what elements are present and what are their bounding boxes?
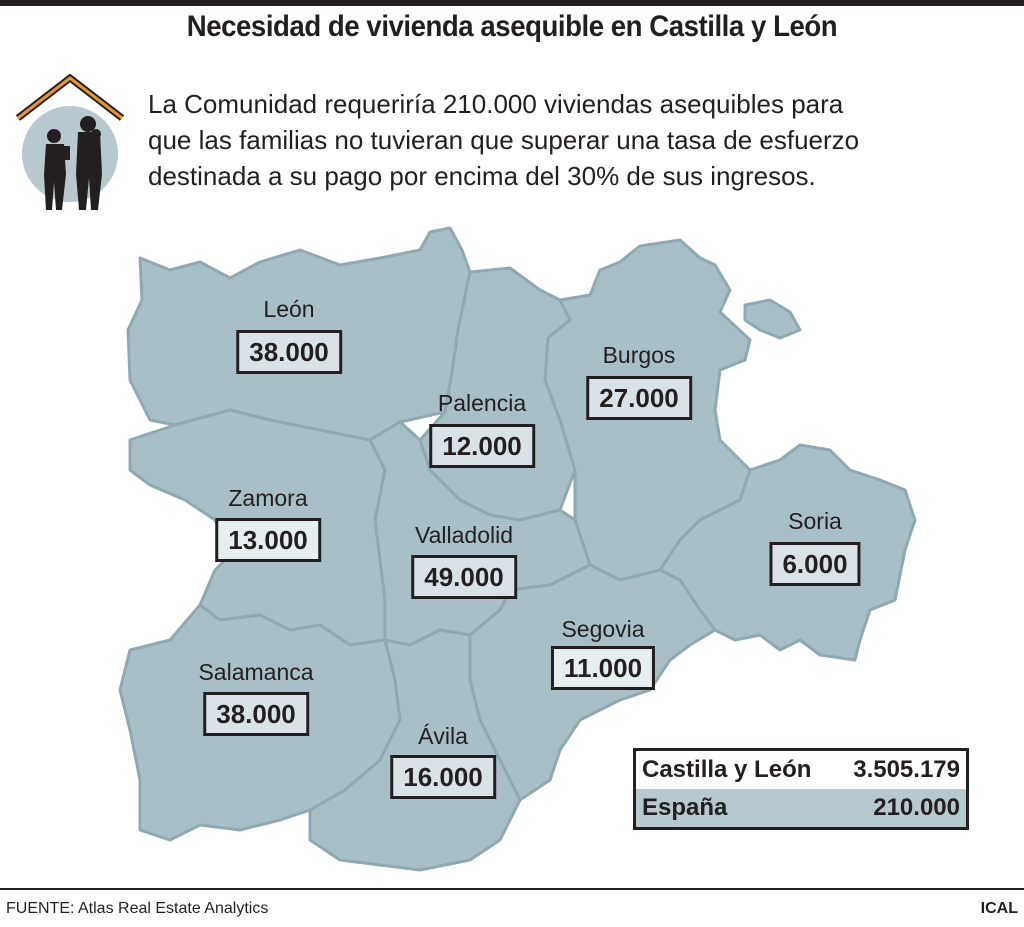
province-burgos-enclave bbox=[743, 298, 802, 340]
province-label-salamanca: Salamanca bbox=[198, 659, 314, 685]
totals-row-castilla-leon: Castilla y León 3.505.179 bbox=[636, 751, 966, 789]
province-value-burgos: 27.000 bbox=[586, 376, 692, 420]
intro-line-2: que las familias no tuvieran que superar… bbox=[148, 125, 860, 155]
top-rule bbox=[0, 0, 1024, 6]
totals-label: Castilla y León bbox=[642, 756, 812, 783]
province-label-burgos: Burgos bbox=[602, 342, 676, 368]
province-value-soria: 6.000 bbox=[769, 542, 861, 586]
totals-value: 3.505.179 bbox=[853, 756, 960, 783]
province-label-leon: León bbox=[263, 296, 315, 322]
province-value-valladolid: 49.000 bbox=[411, 555, 517, 599]
province-value-palencia: 12.000 bbox=[429, 424, 535, 468]
province-avila bbox=[308, 628, 522, 872]
province-value-leon: 38.000 bbox=[236, 330, 342, 374]
province-value-salamanca: 38.000 bbox=[203, 692, 309, 736]
province-value-zamora: 13.000 bbox=[215, 518, 321, 562]
intro-text: La Comunidad requeriría 210.000 vivienda… bbox=[148, 86, 1008, 194]
intro-line-3: destinada a su pago por encima del 30% d… bbox=[148, 161, 816, 191]
totals-table: Castilla y León 3.505.179 España 210.000 bbox=[633, 748, 969, 830]
totals-value: 210.000 bbox=[873, 794, 960, 821]
province-label-soria: Soria bbox=[788, 508, 842, 534]
province-value-segovia: 11.000 bbox=[550, 646, 656, 690]
brand-logo: ICAL bbox=[980, 900, 1018, 917]
footer-rule bbox=[0, 888, 1024, 890]
family-house-icon bbox=[14, 73, 126, 214]
source-text: FUENTE: Atlas Real Estate Analytics bbox=[6, 900, 269, 917]
province-label-palencia: Palencia bbox=[437, 390, 527, 416]
province-label-segovia: Segovia bbox=[561, 616, 645, 642]
totals-label: España bbox=[642, 794, 728, 821]
province-label-valladolid: Valladolid bbox=[414, 522, 514, 548]
intro-line-1: La Comunidad requeriría 210.000 vivienda… bbox=[148, 89, 844, 119]
page-title: Necesidad de vivienda asequible en Casti… bbox=[186, 10, 838, 43]
province-value-avila: 16.000 bbox=[390, 755, 496, 799]
province-label-avila: Ávila bbox=[418, 723, 468, 749]
totals-row-espana: España 210.000 bbox=[636, 789, 966, 827]
province-label-zamora: Zamora bbox=[228, 485, 308, 511]
